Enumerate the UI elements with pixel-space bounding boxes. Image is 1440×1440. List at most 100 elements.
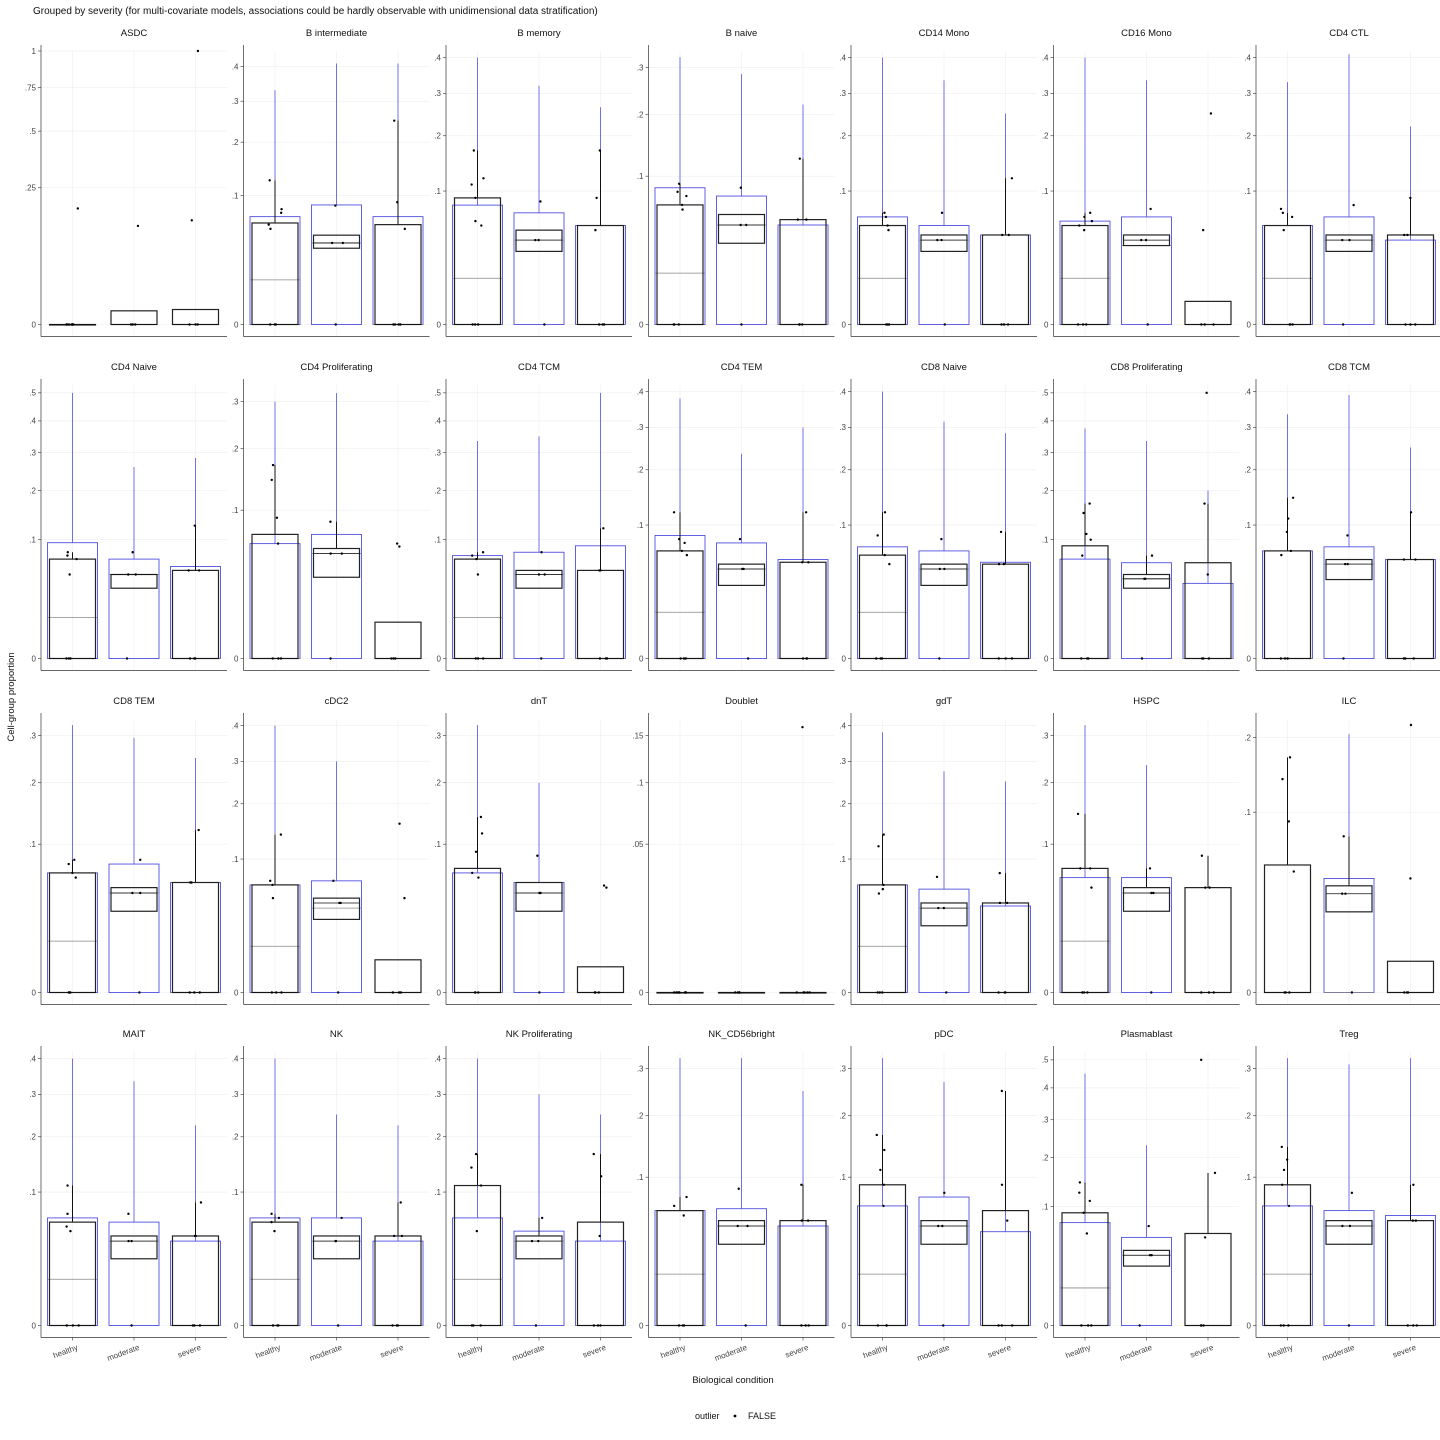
- data-point: [1412, 1324, 1415, 1327]
- group-healthy: [249, 1058, 301, 1327]
- data-point: [1207, 657, 1211, 660]
- data-point: [1089, 211, 1092, 215]
- data-point: [1203, 323, 1206, 326]
- data-point: [672, 1204, 676, 1208]
- y-tick-label: .2: [434, 779, 441, 788]
- data-point: [390, 657, 393, 660]
- data-point: [1005, 901, 1009, 905]
- data-point: [1202, 1324, 1205, 1327]
- panel-hspc: HSPC 0 .1 .2 .3: [1042, 696, 1240, 1005]
- data-point: [937, 906, 940, 910]
- data-point: [883, 511, 887, 514]
- data-point: [602, 884, 606, 887]
- x-tick-label: moderate: [1118, 1343, 1153, 1363]
- data-point: [677, 323, 680, 326]
- data-point: [270, 991, 274, 994]
- data-point: [1002, 323, 1006, 326]
- data-point: [739, 186, 743, 189]
- y-tick-label: .1: [839, 187, 846, 196]
- data-point: [338, 901, 341, 905]
- data-point: [804, 511, 808, 514]
- y-tick-label: 0: [639, 1321, 644, 1330]
- y-tick-label: .4: [1042, 53, 1049, 62]
- data-point: [275, 516, 279, 519]
- data-point: [795, 991, 798, 994]
- data-point: [685, 1195, 688, 1199]
- data-point: [675, 991, 678, 994]
- data-point: [1404, 323, 1407, 326]
- y-tick-label: .1: [434, 1188, 441, 1197]
- panel-cd4-tem: CD4 TEM 0 .1 .2 .3 .4: [637, 362, 835, 671]
- y-tick-label: .3: [434, 449, 441, 458]
- y-tick-label: .3: [232, 757, 239, 766]
- data-point: [480, 224, 483, 227]
- y-tick-label: .2: [232, 800, 239, 809]
- x-tick-label: severe: [379, 1343, 405, 1360]
- box: [1325, 558, 1373, 581]
- panel-title: Doublet: [725, 696, 758, 707]
- data-point: [598, 657, 602, 660]
- data-point: [1090, 1324, 1093, 1327]
- data-point: [71, 323, 74, 326]
- data-point: [672, 323, 675, 326]
- data-point: [473, 991, 477, 994]
- data-point: [1088, 1199, 1091, 1203]
- y-tick-label: .2: [1042, 779, 1049, 788]
- data-point: [391, 1324, 394, 1327]
- data-point: [1086, 991, 1089, 994]
- panel-pdc: pDC 0 .1 .2 .3 healthy moderate severe: [839, 1029, 1037, 1363]
- data-point: [191, 1324, 195, 1327]
- y-tick-label: .3: [1042, 731, 1049, 740]
- y-tick-label: 0: [437, 320, 442, 329]
- data-point: [188, 657, 192, 660]
- data-point: [1150, 991, 1153, 994]
- y-tick-label: .2: [29, 486, 36, 495]
- group-healthy: [249, 725, 301, 994]
- data-point: [1149, 207, 1152, 211]
- data-point: [596, 1324, 600, 1327]
- box: [1325, 1220, 1373, 1245]
- x-tick-label: healthy: [52, 1343, 79, 1360]
- y-tick-label: .2: [839, 800, 846, 809]
- data-point: [194, 1234, 197, 1238]
- data-point: [1348, 238, 1351, 242]
- data-point: [601, 323, 604, 326]
- data-point: [394, 657, 397, 660]
- data-point: [271, 883, 274, 887]
- y-tick-label: 0: [32, 988, 37, 997]
- box: [1325, 885, 1373, 913]
- data-point: [1342, 657, 1345, 660]
- data-point: [1085, 1232, 1089, 1235]
- data-point: [942, 1324, 945, 1327]
- data-point: [742, 567, 745, 571]
- data-point: [1412, 1183, 1415, 1186]
- chart-title: Grouped by severity (for multi-covariate…: [33, 6, 598, 17]
- y-tick-label: .3: [1244, 423, 1251, 432]
- panel-cd16-mono: CD16 Mono 0 .1 .2 .3 .4: [1042, 28, 1240, 337]
- panel-title: CD14 Mono: [919, 28, 970, 39]
- data-point: [271, 463, 275, 467]
- group-severe: [980, 781, 1031, 994]
- data-point: [1000, 1089, 1004, 1093]
- data-point: [188, 323, 191, 326]
- y-tick-label: 0: [1044, 320, 1049, 329]
- data-point: [474, 657, 477, 660]
- y-tick-label: .3: [29, 449, 36, 458]
- y-tick-label: 0: [437, 654, 442, 663]
- group-severe: [171, 49, 220, 326]
- data-point: [597, 323, 601, 326]
- x-tick-label: severe: [987, 1343, 1013, 1360]
- data-point: [125, 657, 129, 660]
- data-point: [198, 991, 201, 994]
- data-point: [65, 323, 68, 326]
- data-point: [340, 1216, 343, 1220]
- data-point: [876, 534, 879, 537]
- group-healthy: [452, 725, 503, 994]
- group-severe: [777, 1090, 829, 1327]
- data-point: [66, 1184, 69, 1187]
- data-point: [66, 554, 69, 557]
- data-point: [267, 223, 270, 226]
- group-moderate: [110, 224, 158, 326]
- data-point: [1406, 1324, 1409, 1327]
- x-tick-label: healthy: [862, 1343, 889, 1360]
